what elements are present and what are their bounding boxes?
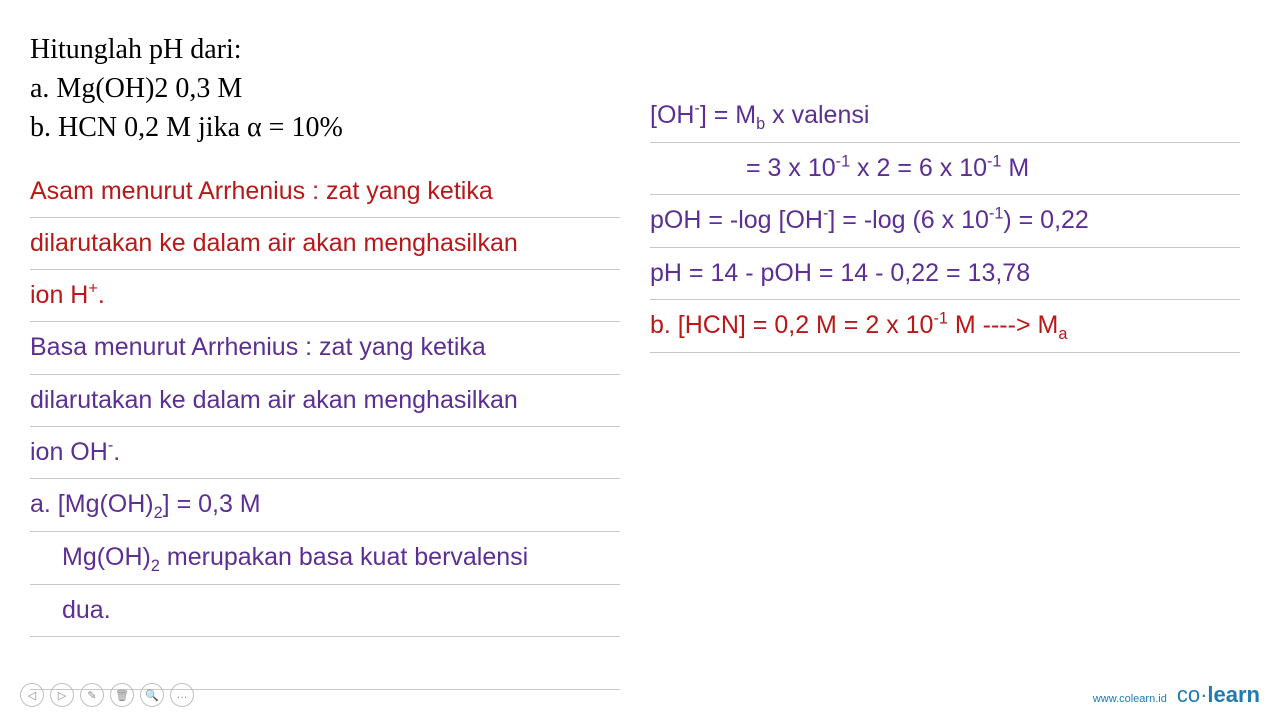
brand-block: www.colearn.id co·learn bbox=[1093, 682, 1260, 708]
icon-glyph: 🔍 bbox=[145, 689, 159, 702]
icon-glyph: ✎ bbox=[87, 689, 96, 702]
text-line: Asam menurut Arrhenius : zat yang ketika bbox=[30, 166, 620, 218]
line-text: dilarutakan ke dalam air akan menghasilk… bbox=[30, 229, 518, 257]
line-text: pOH = -log [OH bbox=[650, 206, 823, 234]
line-text: = 3 x 10 bbox=[746, 154, 836, 182]
subscript: a bbox=[1058, 325, 1067, 343]
brand-url: www.colearn.id bbox=[1093, 693, 1167, 705]
search-icon[interactable]: 🔍 bbox=[140, 683, 164, 707]
more-icon[interactable]: … bbox=[170, 683, 194, 707]
empty-line bbox=[650, 353, 1240, 404]
line-text: ) = 0,22 bbox=[1003, 206, 1088, 234]
right-column: [OH-] = Mb x valensi = 3 x 10-1 x 2 = 6 … bbox=[650, 30, 1240, 690]
question-title: Hitunglah pH dari: bbox=[30, 30, 620, 69]
line-text: Asam menurut Arrhenius : zat yang ketika bbox=[30, 177, 493, 205]
line-text: ion OH bbox=[30, 438, 108, 466]
play-icon[interactable]: ▷ bbox=[50, 683, 74, 707]
text-line: dilarutakan ke dalam air akan menghasilk… bbox=[30, 218, 620, 270]
line-text: a. [Mg(OH) bbox=[30, 490, 154, 518]
text-line: dilarutakan ke dalam air akan menghasilk… bbox=[30, 375, 620, 427]
text-line: a. [Mg(OH)2] = 0,3 M bbox=[30, 479, 620, 532]
line-text: merupakan basa kuat bervalensi bbox=[160, 543, 528, 571]
line-text: ion H bbox=[30, 281, 88, 309]
line-text: ] = M bbox=[700, 101, 756, 129]
question-b: b. HCN 0,2 M jika α = 10% bbox=[30, 108, 620, 147]
line-text: Basa menurut Arrhenius : zat yang ketika bbox=[30, 333, 486, 361]
line-text: x 2 = 6 x 10 bbox=[850, 154, 987, 182]
line-text: Mg(OH) bbox=[62, 543, 151, 571]
text-line: dua. bbox=[30, 585, 620, 637]
icon-glyph: ◁ bbox=[28, 689, 36, 702]
line-text: pH = 14 - pOH = 14 - 0,22 = 13,78 bbox=[650, 259, 1030, 287]
text-line: Mg(OH)2 merupakan basa kuat bervalensi bbox=[30, 532, 620, 585]
line-text: dua. bbox=[62, 596, 111, 624]
line-text: M ----> M bbox=[948, 311, 1058, 339]
control-icons: ◁ ▷ ✎ 🗑 🔍 … bbox=[20, 683, 194, 707]
line-text: b. [HCN] = 0,2 M = 2 x 10 bbox=[650, 311, 933, 339]
line-text: [OH bbox=[650, 101, 694, 129]
superscript: -1 bbox=[987, 153, 1001, 171]
superscript: -1 bbox=[933, 309, 947, 327]
text-line: Basa menurut Arrhenius : zat yang ketika bbox=[30, 322, 620, 374]
line-text: . bbox=[113, 438, 120, 466]
line-text: ] = -log (6 x 10 bbox=[828, 206, 989, 234]
subscript: 2 bbox=[154, 504, 163, 522]
back-icon[interactable]: ◁ bbox=[20, 683, 44, 707]
icon-glyph: ▷ bbox=[58, 689, 66, 702]
brand-post: learn bbox=[1207, 682, 1260, 707]
line-text: dilarutakan ke dalam air akan menghasilk… bbox=[30, 386, 518, 414]
text-line: ion H+. bbox=[30, 270, 620, 322]
text-line: pH = 14 - pOH = 14 - 0,22 = 13,78 bbox=[650, 248, 1240, 300]
question-a: a. Mg(OH)2 0,3 M bbox=[30, 69, 620, 108]
edit-icon[interactable]: ✎ bbox=[80, 683, 104, 707]
text-line: pOH = -log [OH-] = -log (6 x 10-1) = 0,2… bbox=[650, 195, 1240, 247]
question-block: Hitunglah pH dari: a. Mg(OH)2 0,3 M b. H… bbox=[30, 30, 620, 148]
superscript: -1 bbox=[836, 153, 850, 171]
line-text: ] = 0,3 M bbox=[163, 490, 261, 518]
superscript: + bbox=[88, 280, 98, 298]
text-line: b. [HCN] = 0,2 M = 2 x 10-1 M ----> Ma bbox=[650, 300, 1240, 353]
trash-icon[interactable]: 🗑 bbox=[110, 683, 134, 707]
superscript: -1 bbox=[989, 205, 1003, 223]
brand-pre: co bbox=[1177, 682, 1200, 707]
brand-logo: co·learn bbox=[1177, 682, 1260, 708]
content-area: Hitunglah pH dari: a. Mg(OH)2 0,3 M b. H… bbox=[0, 0, 1280, 690]
icon-glyph: 🗑 bbox=[115, 689, 129, 702]
line-text: M bbox=[1001, 154, 1029, 182]
left-column: Hitunglah pH dari: a. Mg(OH)2 0,3 M b. H… bbox=[30, 30, 620, 690]
text-line: = 3 x 10-1 x 2 = 6 x 10-1 M bbox=[650, 143, 1240, 195]
footer-bar: ◁ ▷ ✎ 🗑 🔍 … www.colearn.id co·learn bbox=[0, 682, 1280, 708]
line-text: . bbox=[98, 281, 105, 309]
subscript: 2 bbox=[151, 557, 160, 575]
line-text: x valensi bbox=[765, 101, 869, 129]
text-line: ion OH-. bbox=[30, 427, 620, 479]
subscript: b bbox=[756, 115, 765, 133]
text-line: [OH-] = Mb x valensi bbox=[650, 90, 1240, 143]
icon-glyph: … bbox=[177, 689, 188, 701]
